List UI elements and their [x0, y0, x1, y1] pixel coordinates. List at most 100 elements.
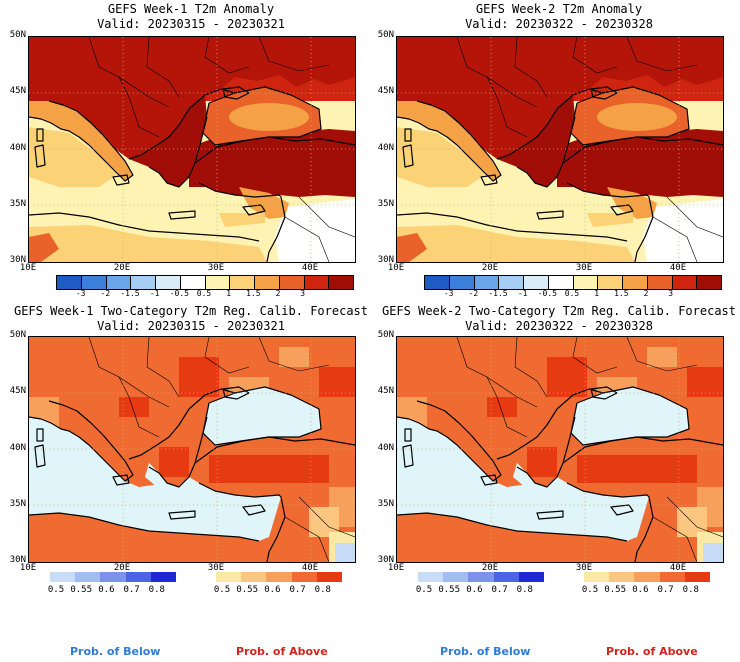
colorbar-tick-label: 0.8: [148, 585, 165, 595]
colorbar-tick-label: 0.5: [581, 585, 599, 595]
colorbar-tick-label: 3: [668, 289, 674, 298]
colorbar-tick-label: 0.5: [213, 585, 231, 595]
lon-label: 20E: [481, 563, 499, 573]
colorbar-tick-label: 0.7: [123, 585, 140, 595]
colorbar-tick-label: 2: [275, 289, 281, 298]
colorbar-cell: [125, 572, 151, 582]
lat-label: 50N: [9, 330, 26, 340]
colorbar-cell: [131, 276, 156, 289]
lon-label: 10E: [387, 263, 405, 273]
colorbar-cell: [672, 276, 698, 289]
lon-label: 40E: [669, 263, 687, 273]
panel-title: GEFS Week-2 Two-Category T2m Reg. Calib.…: [381, 304, 736, 318]
colorbar-cell: [100, 572, 126, 582]
lat-label: 40N: [9, 442, 26, 453]
colorbar-cell: [156, 276, 181, 289]
lat-label: 35N: [377, 498, 394, 509]
colorbar-cell: [329, 276, 353, 289]
lat-label: 45N: [377, 86, 394, 97]
colorbar-cell: [524, 276, 549, 289]
colorbar-tick-label: 0.55: [236, 585, 259, 595]
colorbar-cell: [684, 572, 711, 582]
lat-label: 40N: [9, 142, 26, 153]
colorbar-cell: [609, 572, 635, 582]
below-colorbar: [50, 572, 177, 582]
colorbar-tick-label: 1: [594, 289, 600, 298]
colorbar-tick-label: 1.5: [614, 289, 629, 298]
anomaly-colorbar: [56, 275, 354, 290]
lat-label: 50N: [377, 30, 394, 40]
colorbar-cell: [266, 572, 292, 582]
colorbar-cell: [304, 276, 330, 289]
colorbar-cell: [697, 276, 721, 289]
colorbar-cell: [75, 572, 101, 582]
lon-label: 30E: [575, 263, 593, 273]
lat-label: 30N: [377, 555, 394, 565]
colorbar-tick-label: -3: [443, 289, 454, 298]
colorbar-cell: [634, 572, 660, 582]
lat-label: 45N: [9, 86, 26, 97]
lon-label: 30E: [207, 563, 225, 573]
colorbar-tick-label: 0.55: [438, 585, 461, 595]
colorbar-tick-label: -0.5: [169, 289, 189, 298]
colorbar-tick-label: -1.5: [488, 289, 508, 298]
lat-label: 45N: [9, 386, 26, 397]
colorbar-tick-label: -0.5: [537, 289, 557, 298]
colorbar-cell: [150, 572, 177, 582]
colorbar-tick-label: 0.6: [98, 585, 115, 595]
colorbar-tick-label: 0.8: [682, 585, 699, 595]
colorbar-tick-label: 0.5: [47, 585, 65, 595]
colorbar-tick-label: -1.5: [120, 289, 140, 298]
colorbar-tick-label: 2: [643, 289, 649, 298]
colorbar-tick-label: 1.5: [246, 289, 261, 298]
panel-valid-dates: Valid: 20230315 - 20230321: [97, 319, 285, 333]
lat-label: 30N: [9, 555, 26, 565]
colorbar-tick-label: 0.6: [264, 585, 281, 595]
colorbar-cell: [623, 276, 648, 289]
colorbar-tick-label: 0.5: [564, 289, 580, 298]
probability-map: [396, 336, 724, 563]
lon-label: 20E: [113, 263, 131, 273]
colorbar-tick-label: 3: [300, 289, 306, 298]
lon-label: 10E: [387, 563, 405, 573]
colorbar-cell: [50, 572, 76, 582]
colorbar-cell: [647, 276, 673, 289]
colorbar-cell: [230, 276, 255, 289]
colorbar-tick-label: 0.7: [657, 585, 674, 595]
panel-title: GEFS Week-1 Two-Category T2m Reg. Calib.…: [13, 304, 368, 318]
colorbar-cell: [81, 276, 107, 289]
colorbar-cell: [418, 572, 444, 582]
colorbar-tick-label: 0.5: [196, 289, 212, 298]
lat-label: 35N: [377, 198, 394, 209]
colorbar-tick-label: -2: [100, 289, 111, 298]
colorbar-tick-label: -2: [468, 289, 479, 298]
colorbar-cell: [499, 276, 524, 289]
colorbar-tick-label: 0.8: [314, 585, 331, 595]
colorbar-tick-label: 0.55: [604, 585, 627, 595]
colorbar-tick-label: -1: [517, 289, 528, 298]
lon-label: 30E: [575, 563, 593, 573]
above-colorbar: [584, 572, 711, 582]
probability-map: [28, 336, 356, 563]
colorbar-cell: [468, 572, 494, 582]
colorbar-cell: [57, 276, 82, 289]
colorbar-cell: [255, 276, 280, 289]
colorbar-cell: [449, 276, 475, 289]
panel-title: GEFS Week-1 T2m Anomaly: [107, 2, 275, 16]
prob-below-label-left: Prob. of Below: [70, 645, 161, 658]
colorbar-tick-label: -1: [149, 289, 160, 298]
lat-label: 35N: [9, 498, 26, 509]
colorbar-cell: [241, 572, 267, 582]
lon-label: 40E: [301, 263, 319, 273]
colorbar-tick-label: 0.55: [70, 585, 93, 595]
lon-label: 10E: [19, 263, 37, 273]
colorbar-cell: [106, 276, 132, 289]
colorbar-cell: [279, 276, 305, 289]
colorbar-tick-label: -3: [75, 289, 86, 298]
lat-label: 30N: [9, 255, 26, 265]
panel-title: GEFS Week-2 T2m Anomaly: [475, 2, 643, 16]
colorbar-cell: [180, 276, 206, 289]
colorbar-tick-label: 0.7: [289, 585, 306, 595]
colorbar-cell: [205, 276, 231, 289]
colorbar-cell: [518, 572, 545, 582]
